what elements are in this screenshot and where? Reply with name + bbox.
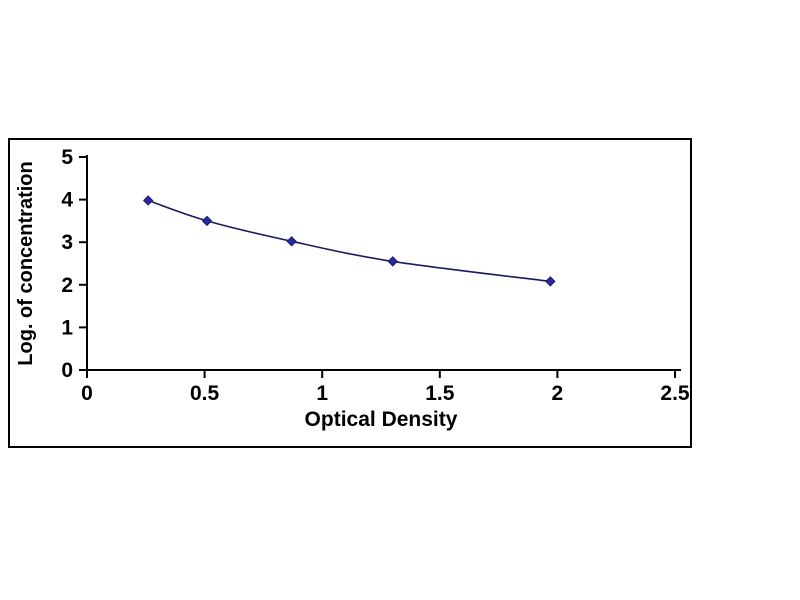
data-point-marker xyxy=(545,276,556,287)
data-point-marker xyxy=(142,195,154,206)
standard-curve-chart: 0 1 2 3 4 5 0 0.5 1 1.5 2 2.5 Optical Density Log. of… xyxy=(15,146,690,431)
data-point-marker xyxy=(387,256,398,267)
y-tick-label: 0 xyxy=(61,359,73,382)
x-tick-label: 2.5 xyxy=(660,382,690,405)
x-axis-label: Optical Density xyxy=(305,408,458,431)
data-point-marker xyxy=(201,215,213,227)
x-tick-label: 0 xyxy=(81,382,93,405)
y-tick-label: 1 xyxy=(61,316,73,339)
x-tick-label: 0.5 xyxy=(190,382,220,405)
chart-frame: 0 1 2 3 4 5 0 0.5 1 1.5 2 2.5 Optical Density Log. of… xyxy=(8,138,692,448)
y-tick-label: 3 xyxy=(61,231,73,254)
x-tick-label: 1.5 xyxy=(425,382,455,405)
y-tick-label: 5 xyxy=(61,146,73,169)
data-point-marker xyxy=(286,236,297,247)
y-tick-label: 2 xyxy=(61,274,73,297)
x-tick-label: 1 xyxy=(316,382,328,405)
x-tick-label: 2 xyxy=(552,382,564,405)
y-axis-label: Log. of concentration xyxy=(15,161,37,365)
curve-line xyxy=(147,199,551,283)
y-tick-label: 4 xyxy=(61,189,73,212)
